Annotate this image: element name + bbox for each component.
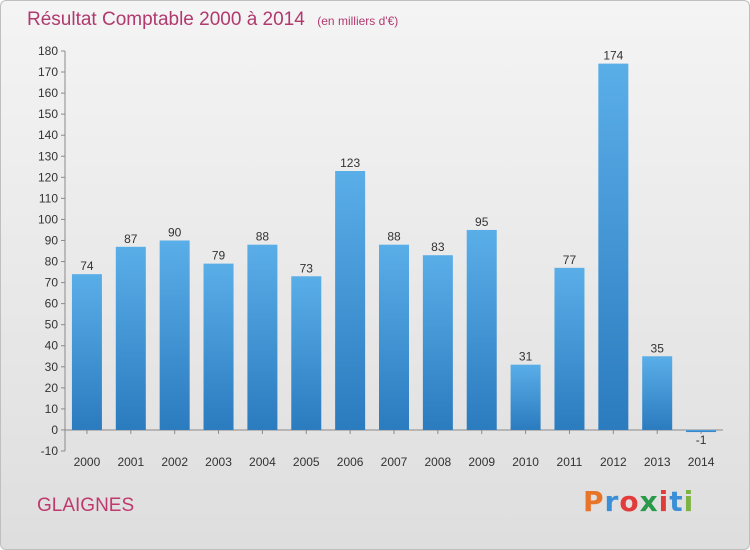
bar — [159, 240, 190, 430]
x-tick-label: 2009 — [468, 455, 495, 469]
bar-value-label: 74 — [80, 259, 94, 273]
bar — [466, 229, 497, 430]
y-tick-label: -10 — [41, 444, 59, 458]
y-tick-label: 90 — [45, 233, 59, 247]
bar — [422, 255, 453, 430]
bar-value-label: 87 — [124, 232, 138, 246]
x-tick-label: 2005 — [293, 455, 320, 469]
y-tick-label: 110 — [39, 191, 58, 205]
bar-value-label: 88 — [256, 230, 270, 244]
bar — [291, 276, 322, 430]
x-tick-label: 2002 — [161, 455, 188, 469]
y-axis: -10 0 10 20 30 40 50 60 70 80 90 100 110 120 130 140 150… — [38, 44, 66, 458]
y-tick-label: 160 — [38, 86, 58, 100]
bar-value-label: 88 — [387, 230, 401, 244]
bar — [686, 429, 717, 433]
y-tick-label: 30 — [45, 360, 59, 374]
y-tick-label: 170 — [38, 65, 58, 79]
bar-value-label: 90 — [168, 225, 182, 239]
x-tick-label: 2012 — [600, 455, 627, 469]
bars-group — [71, 63, 717, 433]
x-tick-label: 2004 — [249, 455, 276, 469]
y-tick-label: 80 — [45, 255, 59, 269]
commune-name: GLAIGNES — [37, 495, 135, 516]
bar — [554, 267, 585, 430]
bar — [203, 263, 234, 430]
bar-value-label: 35 — [651, 341, 665, 355]
bar — [115, 246, 146, 430]
logo-letter: r — [604, 485, 620, 518]
y-tick-label: 10 — [45, 402, 59, 416]
logo-letter: x — [639, 485, 659, 518]
y-tick-label: 120 — [38, 170, 58, 184]
bar-value-label: 79 — [212, 249, 226, 263]
x-tick-label: 2007 — [381, 455, 408, 469]
bar — [335, 171, 366, 430]
logo-letter: i — [658, 485, 670, 518]
logo-letter: o — [619, 485, 640, 518]
y-tick-label: 20 — [45, 381, 59, 395]
title-row: Résultat Comptable 2000 à 2014 (en milli… — [27, 9, 398, 31]
bar-value-label: 83 — [431, 240, 445, 254]
x-tick-label: 2014 — [688, 455, 715, 469]
y-tick-label: 50 — [45, 318, 59, 332]
bar-value-label: 174 — [603, 49, 623, 63]
bar-value-label: 95 — [475, 215, 489, 229]
y-tick-label: 130 — [38, 149, 58, 163]
y-tick-label: 60 — [45, 297, 59, 311]
bar-value-label: 123 — [340, 156, 360, 170]
x-tick-label: 2013 — [644, 455, 671, 469]
x-tick-label: 2001 — [117, 455, 144, 469]
chart-subtitle: (en milliers d'€) — [317, 14, 399, 28]
x-axis: 2000 2001 2002 2003 2004 2005 2006 2007 2008 2009… — [65, 429, 723, 469]
chart-title: Résultat Comptable 2000 à 2014 — [27, 9, 305, 30]
bar-value-label: 77 — [563, 253, 577, 267]
value-labels-group: 74 87 90 79 88 73 123 88 83 95 31 77 174 35 -1 — [80, 49, 706, 447]
y-tick-label: 0 — [51, 423, 58, 437]
y-tick-label: 150 — [38, 107, 58, 121]
x-tick-label: 2011 — [557, 455, 583, 469]
bar-value-label: 73 — [300, 261, 314, 275]
logo-letter: P — [583, 485, 605, 518]
x-tick-label: 2008 — [425, 455, 452, 469]
bar-value-label: 31 — [519, 350, 533, 364]
x-tick-label: 2006 — [337, 455, 364, 469]
x-tick-label: 2010 — [512, 455, 539, 469]
logo-letter: i — [683, 485, 695, 518]
bar-value-label: -1 — [696, 433, 707, 447]
x-tick-label: 2000 — [74, 455, 101, 469]
y-tick-label: 100 — [38, 212, 58, 226]
y-tick-label: 140 — [38, 128, 58, 142]
bar — [642, 356, 673, 430]
bar — [598, 63, 629, 430]
x-tick-label: 2003 — [205, 455, 232, 469]
proxiti-logo: Proxiti — [583, 485, 694, 518]
bar — [71, 274, 102, 430]
bar — [510, 364, 541, 430]
logo-letter: t — [669, 485, 684, 518]
y-tick-label: 40 — [45, 339, 59, 353]
y-tick-label: 70 — [45, 276, 59, 290]
bar — [247, 244, 278, 430]
bar — [379, 244, 409, 430]
y-tick-label: 180 — [38, 44, 58, 58]
